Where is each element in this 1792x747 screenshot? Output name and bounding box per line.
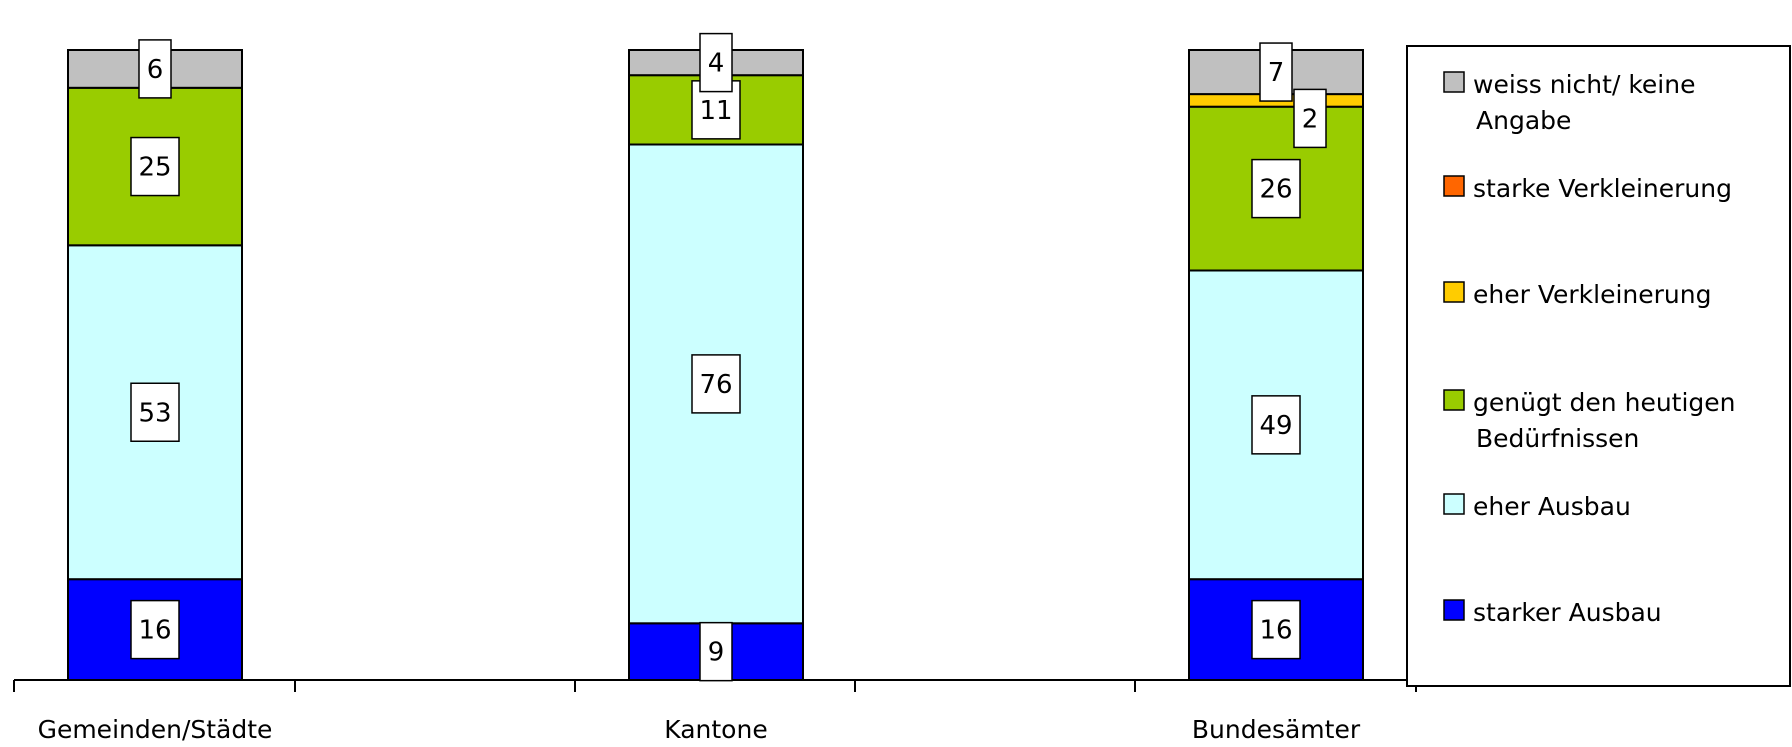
- legend-label-eher-ausbau: eher Ausbau: [1473, 492, 1631, 521]
- data-label-bundesämter-starker-ausbau: 16: [1259, 616, 1292, 646]
- legend-label-eher-verkleinerung: eher Verkleinerung: [1473, 280, 1711, 309]
- data-label-kantone-genügt-den-heutigen-bedürfnissen: 11: [699, 96, 732, 126]
- legend-label-genügt-den-heutigen-bedürfnissen: genügt den heutigen: [1473, 388, 1736, 417]
- data-label-bundesämter-eher-verkleinerung: 2: [1302, 104, 1319, 134]
- legend-swatch-eher-verkleinerung: [1444, 282, 1464, 302]
- data-label-bundesämter-eher-ausbau: 49: [1259, 411, 1292, 441]
- category-label-gemeinden-städte: Gemeinden/Städte: [38, 715, 273, 744]
- legend-label-genügt-den-heutigen-bedürfnissen-line2: Bedürfnissen: [1476, 424, 1639, 453]
- legend-swatch-weiss-nicht-keine-angabe: [1444, 72, 1464, 92]
- category-label-bundesämter: Bundesämter: [1192, 715, 1361, 744]
- data-label-gemeinden-städte-starker-ausbau: 16: [138, 616, 171, 646]
- legend: weiss nicht/ keine Angabe starke Verkleine…: [1407, 46, 1790, 686]
- legend-swatch-starker-ausbau: [1444, 600, 1464, 620]
- category-label-kantone: Kantone: [664, 715, 767, 744]
- data-label-gemeinden-städte-genügt-den-heutigen-bedürfnissen: 25: [138, 153, 171, 183]
- legend-swatch-eher-ausbau: [1444, 494, 1464, 514]
- legend-box: [1407, 46, 1790, 686]
- data-label-bundesämter-weiss-nicht-keine-angabe: 7: [1268, 58, 1285, 88]
- legend-label-starker-ausbau: starker Ausbau: [1473, 598, 1662, 627]
- x-axis: Gemeinden/Städte Kantone Bundesämter: [14, 680, 1416, 744]
- data-label-gemeinden-städte-eher-ausbau: 53: [138, 398, 171, 428]
- legend-swatch-genügt-den-heutigen-bedürfnissen: [1444, 390, 1464, 410]
- data-label-bundesämter-genügt-den-heutigen-bedürfnissen: 26: [1259, 175, 1292, 205]
- data-label-kantone-starker-ausbau: 9: [708, 638, 725, 668]
- data-label-kantone-weiss-nicht-keine-angabe: 4: [708, 49, 725, 79]
- legend-label-starke-verkleinerung: starke Verkleinerung: [1473, 174, 1732, 203]
- legend-label-weiss-nicht-keine-angabe: weiss nicht/ keine: [1473, 70, 1695, 99]
- legend-swatch-starke-verkleinerung: [1444, 176, 1464, 196]
- data-label-kantone-eher-ausbau: 76: [699, 370, 732, 400]
- legend-label-weiss-nicht-keine-angabe-line2: Angabe: [1476, 106, 1571, 135]
- data-label-gemeinden-städte-weiss-nicht-keine-angabe: 6: [147, 55, 164, 85]
